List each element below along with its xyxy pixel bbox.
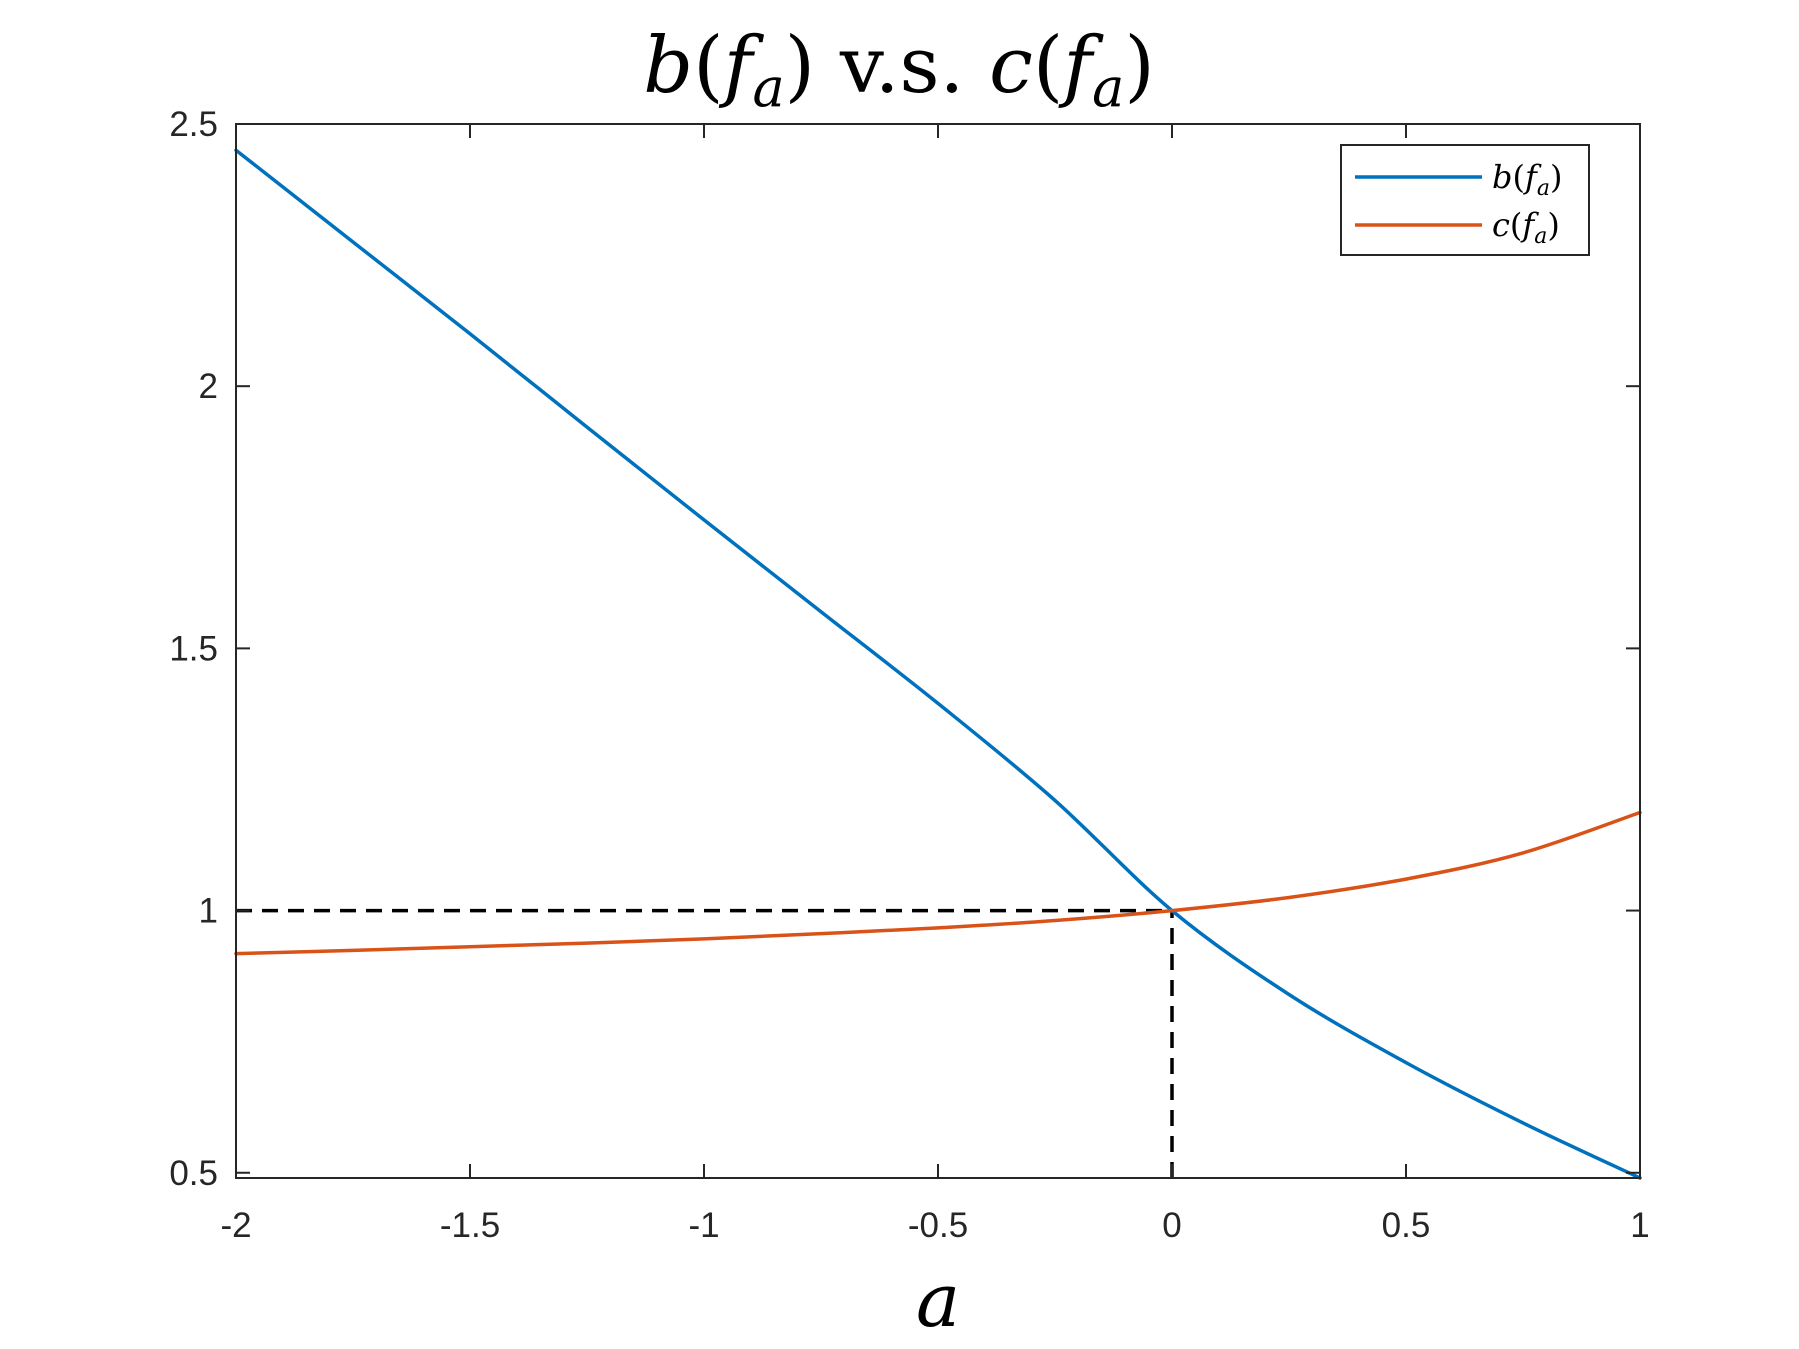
plot-area: -2 -1.5 -1 -0.5 0 0.5 1 0.5 1 1.5 2 2.5: [169, 105, 1649, 1245]
legend: b(fa) c(fa): [1340, 144, 1590, 256]
y-tick-label: 0.5: [169, 1154, 218, 1193]
x-tick-label: 1: [1630, 1206, 1649, 1245]
x-ticks: -2 -1.5 -1 -0.5 0 0.5 1: [220, 124, 1650, 1245]
reference-lines: [236, 908, 1174, 1178]
x-tick-label: -1.5: [440, 1206, 500, 1245]
series-line-c: [234, 810, 1642, 956]
y-tick-label: 1.5: [169, 629, 218, 668]
x-tick-label: 0.5: [1382, 1206, 1431, 1245]
legend-label-b: b(fa): [1492, 158, 1562, 201]
legend-box: [1340, 144, 1590, 256]
x-tick-label: -1: [688, 1206, 719, 1245]
x-tick-label: -0.5: [908, 1206, 968, 1245]
legend-label-c: c(fa): [1492, 206, 1560, 249]
y-tick-label: 1: [199, 892, 218, 931]
y-tick-label: 2.5: [169, 105, 218, 144]
y-ticks: 0.5 1 1.5 2 2.5: [169, 105, 1640, 1193]
series-line-b: [234, 148, 1642, 1180]
series-lines: [234, 148, 1642, 1180]
x-tick-label: 0: [1162, 1206, 1181, 1245]
x-axis-label: a: [916, 1258, 960, 1344]
x-tick-label: -2: [220, 1206, 251, 1245]
chart-title: b(fa) v.s. c(fa): [643, 21, 1155, 119]
plot-background: [236, 124, 1640, 1178]
y-tick-label: 2: [199, 367, 218, 406]
